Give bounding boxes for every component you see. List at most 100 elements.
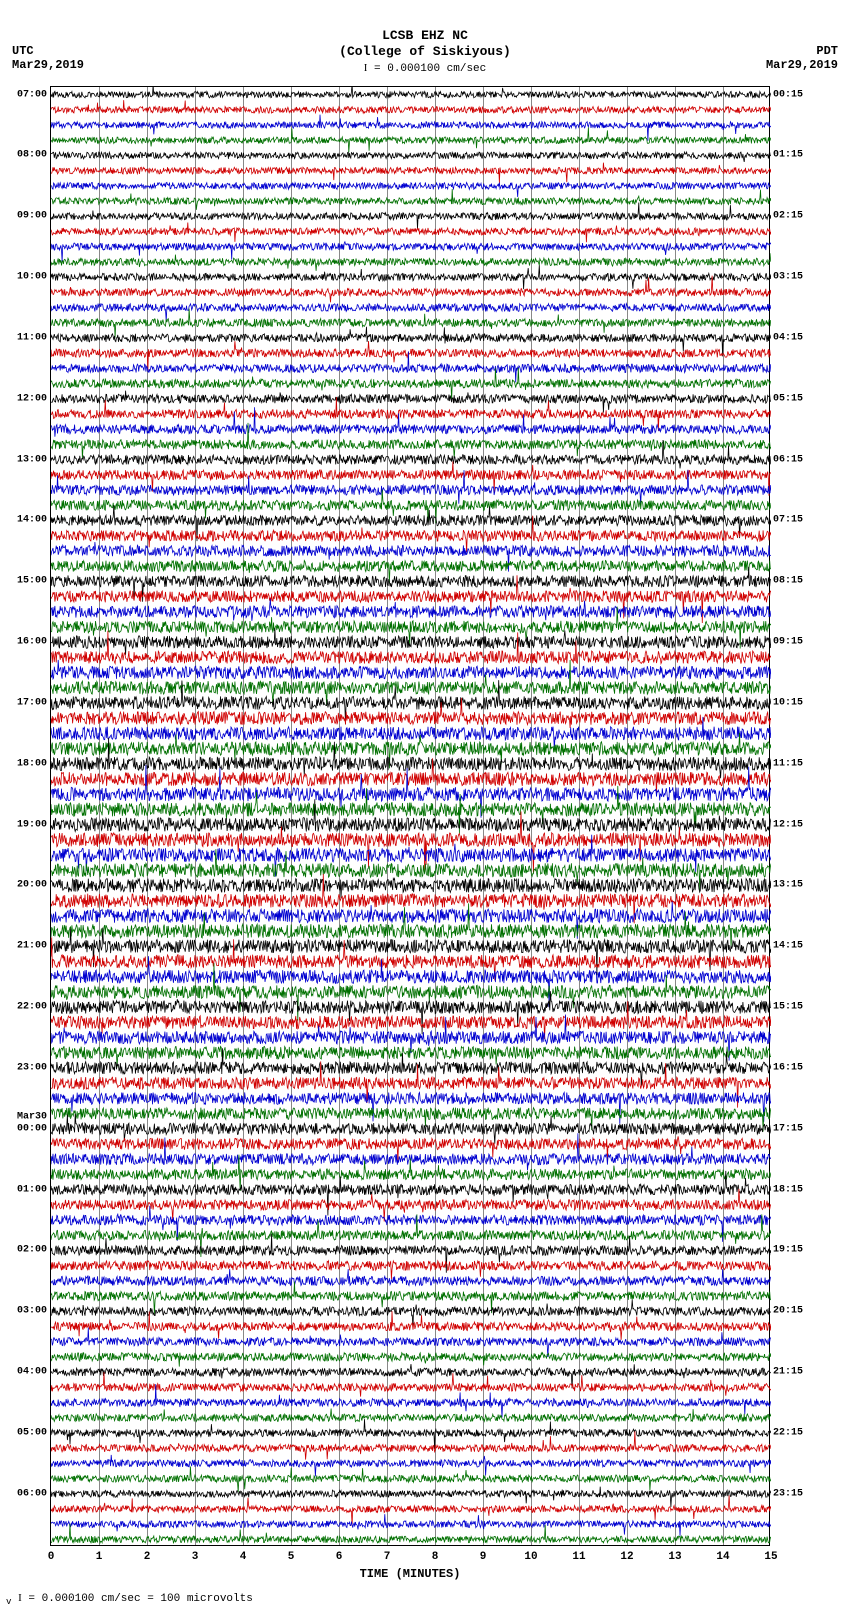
seismic-trace	[51, 223, 771, 243]
time-label-pdt: 19:15	[773, 1245, 803, 1256]
seismic-trace	[51, 440, 771, 468]
seismic-trace	[51, 1419, 771, 1449]
time-label-utc: 07:00	[17, 89, 47, 100]
seismic-trace	[51, 963, 771, 1021]
seismic-trace	[51, 812, 771, 873]
x-tick: 15	[764, 1551, 777, 1563]
time-label-pdt: 14:15	[773, 941, 803, 952]
helicorder-plot: TIME (MINUTES) 012345678910111213141507:…	[50, 86, 770, 1546]
time-label-utc: 14:00	[17, 515, 47, 526]
time-label-pdt: 18:15	[773, 1184, 803, 1195]
date-right: Mar29,2019	[766, 58, 838, 72]
seismic-trace	[51, 182, 771, 197]
seismic-trace	[51, 1364, 771, 1388]
time-label-pdt: 13:15	[773, 880, 803, 891]
trace-canvas	[51, 87, 771, 1547]
seismic-trace	[51, 189, 771, 210]
seismic-trace	[51, 567, 771, 602]
seismic-trace	[51, 309, 771, 338]
time-label-utc: 19:00	[17, 819, 47, 830]
time-label-pdt: 03:15	[773, 272, 803, 283]
time-label-utc: 00:00	[17, 1123, 47, 1134]
seismic-trace	[51, 391, 771, 413]
footer-scale: v I = 0.000100 cm/sec = 100 microvolts	[6, 1592, 253, 1607]
seismic-trace	[51, 599, 771, 621]
time-label-utc: 10:00	[17, 272, 47, 283]
seismic-trace	[51, 1133, 771, 1170]
x-tick: 10	[524, 1551, 537, 1563]
seismic-trace	[51, 991, 771, 1034]
x-tick: 3	[192, 1551, 199, 1563]
seismic-trace	[51, 1455, 771, 1477]
time-label-utc: 17:00	[17, 697, 47, 708]
x-tick: 12	[620, 1551, 633, 1563]
time-label-pdt: 22:15	[773, 1427, 803, 1438]
time-label-utc: 05:00	[17, 1427, 47, 1438]
x-tick: 14	[716, 1551, 729, 1563]
seismic-trace	[51, 956, 771, 1007]
seismic-trace	[51, 265, 771, 289]
x-axis-label: TIME (MINUTES)	[51, 1567, 769, 1581]
seismic-trace	[51, 1487, 771, 1507]
seismic-trace	[51, 152, 771, 162]
time-label-utc: 13:00	[17, 454, 47, 465]
scale-note: I = 0.000100 cm/sec	[0, 62, 850, 75]
time-label-pdt: 05:15	[773, 393, 803, 404]
station-name: (College of Siskiyous)	[0, 44, 850, 59]
time-label-pdt: 20:15	[773, 1306, 803, 1317]
seismic-trace	[51, 1046, 771, 1067]
time-label-pdt: 08:15	[773, 576, 803, 587]
time-label-pdt: 01:15	[773, 150, 803, 161]
time-label-pdt: 21:15	[773, 1367, 803, 1378]
time-label-utc: 03:00	[17, 1306, 47, 1317]
time-label-utc: 23:00	[17, 1062, 47, 1073]
seismic-trace	[51, 203, 771, 230]
time-label-utc: 16:00	[17, 637, 47, 648]
seismic-trace	[51, 660, 771, 679]
seismogram-container: LCSB EHZ NC (College of Siskiyous) I = 0…	[0, 0, 850, 1613]
time-label-utc: 06:00	[17, 1488, 47, 1499]
time-label-utc: 18:00	[17, 758, 47, 769]
seismic-trace	[51, 304, 771, 322]
time-label-pdt: 23:15	[773, 1488, 803, 1499]
seismic-trace	[51, 407, 771, 436]
station-code: LCSB EHZ NC	[0, 28, 850, 43]
time-label-utc: 02:00	[17, 1245, 47, 1256]
time-label-utc: 09:00	[17, 211, 47, 222]
seismic-trace	[51, 163, 771, 184]
seismic-trace	[51, 1171, 771, 1216]
seismic-trace	[51, 1261, 771, 1279]
seismic-trace	[51, 368, 771, 401]
date-left: Mar29,2019	[12, 58, 84, 72]
seismic-trace	[51, 100, 771, 113]
time-label-utc: 12:00	[17, 393, 47, 404]
time-label-pdt: 17:15	[773, 1123, 803, 1134]
time-label-pdt: 00:15	[773, 89, 803, 100]
x-tick: 6	[336, 1551, 343, 1563]
midnight-date-marker: Mar30	[17, 1111, 47, 1122]
seismic-trace	[51, 1467, 771, 1493]
time-label-utc: 11:00	[17, 332, 47, 343]
x-tick: 4	[240, 1551, 247, 1563]
x-tick: 2	[144, 1551, 151, 1563]
seismic-trace	[51, 1495, 771, 1525]
seismic-trace	[51, 242, 771, 262]
x-tick: 5	[288, 1551, 295, 1563]
time-label-utc: 08:00	[17, 150, 47, 161]
x-tick: 13	[668, 1551, 681, 1563]
x-tick: 8	[432, 1551, 439, 1563]
time-label-pdt: 07:15	[773, 515, 803, 526]
seismic-trace	[51, 1514, 771, 1536]
time-label-utc: 15:00	[17, 576, 47, 587]
seismic-trace	[51, 1409, 771, 1422]
time-label-pdt: 15:15	[773, 1002, 803, 1013]
time-label-utc: 04:00	[17, 1367, 47, 1378]
time-label-pdt: 02:15	[773, 211, 803, 222]
x-tick: 9	[480, 1551, 487, 1563]
x-tick: 1	[96, 1551, 103, 1563]
x-tick: 11	[572, 1551, 585, 1563]
time-label-pdt: 16:15	[773, 1062, 803, 1073]
time-label-pdt: 10:15	[773, 697, 803, 708]
timezone-left: UTC	[12, 44, 34, 58]
seismic-trace	[51, 1114, 771, 1144]
